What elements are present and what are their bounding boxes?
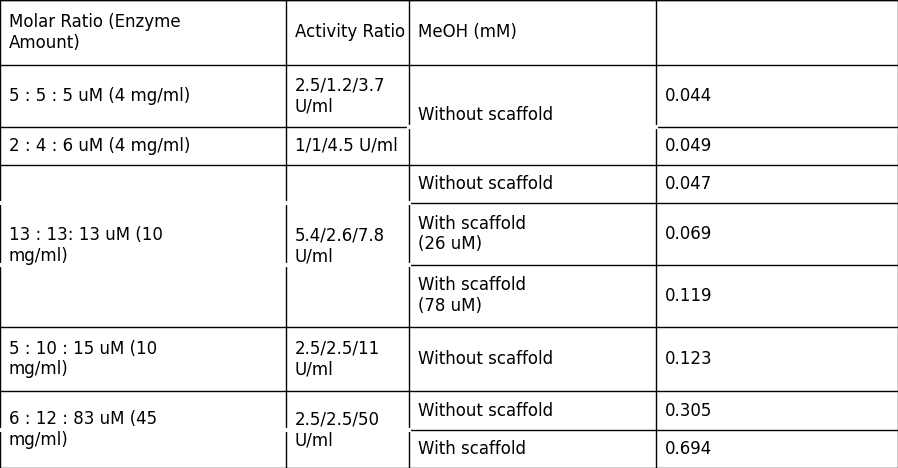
Text: 5.4/2.6/7.8
U/ml: 5.4/2.6/7.8 U/ml (295, 227, 384, 265)
Text: 0.694: 0.694 (665, 440, 712, 458)
Text: 0.119: 0.119 (665, 287, 712, 305)
Text: 13 : 13: 13 uM (10
mg/ml): 13 : 13: 13 uM (10 mg/ml) (9, 227, 163, 265)
Text: 0.305: 0.305 (665, 402, 712, 420)
Text: With scaffold
(26 uM): With scaffold (26 uM) (418, 215, 525, 253)
Text: 0.069: 0.069 (665, 225, 712, 243)
Text: Without scaffold: Without scaffold (418, 106, 552, 124)
Text: 6 : 12 : 83 uM (45
mg/ml): 6 : 12 : 83 uM (45 mg/ml) (9, 410, 157, 449)
Text: 2.5/2.5/11
U/ml: 2.5/2.5/11 U/ml (295, 340, 380, 379)
Text: 0.047: 0.047 (665, 175, 712, 193)
Text: With scaffold: With scaffold (418, 440, 525, 458)
Text: Molar Ratio (Enzyme
Amount): Molar Ratio (Enzyme Amount) (9, 13, 180, 52)
Text: 0.123: 0.123 (665, 350, 712, 368)
Text: 5 : 5 : 5 uM (4 mg/ml): 5 : 5 : 5 uM (4 mg/ml) (9, 87, 190, 105)
Text: MeOH (mM): MeOH (mM) (418, 23, 516, 41)
Text: 0.044: 0.044 (665, 87, 712, 105)
Text: With scaffold
(78 uM): With scaffold (78 uM) (418, 277, 525, 315)
Text: 2.5/2.5/50
U/ml: 2.5/2.5/50 U/ml (295, 410, 380, 449)
Text: 5 : 10 : 15 uM (10
mg/ml): 5 : 10 : 15 uM (10 mg/ml) (9, 340, 157, 379)
Text: 1/1/4.5 U/ml: 1/1/4.5 U/ml (295, 137, 397, 155)
Text: Without scaffold: Without scaffold (418, 175, 552, 193)
Text: Activity Ratio: Activity Ratio (295, 23, 405, 41)
Text: Without scaffold: Without scaffold (418, 350, 552, 368)
Text: 0.049: 0.049 (665, 137, 712, 155)
Text: 2 : 4 : 6 uM (4 mg/ml): 2 : 4 : 6 uM (4 mg/ml) (9, 137, 190, 155)
Text: 2.5/1.2/3.7
U/ml: 2.5/1.2/3.7 U/ml (295, 76, 385, 115)
Text: Without scaffold: Without scaffold (418, 402, 552, 420)
